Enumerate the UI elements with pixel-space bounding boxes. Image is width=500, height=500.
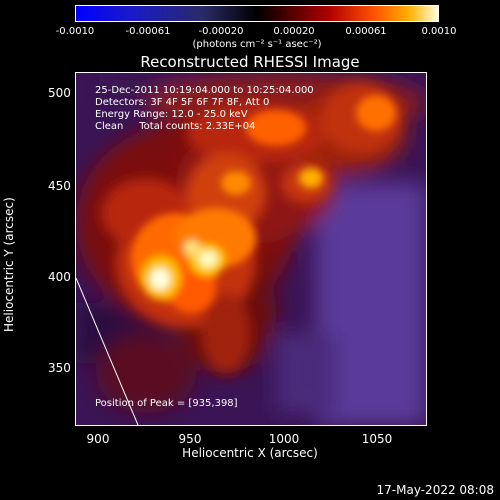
- info-observation-time: 25-Dec-2011 10:19:04.000 to 10:25:04.000: [95, 85, 314, 96]
- info-energy-range: Energy Range: 12.0 - 25.0 keV: [95, 109, 248, 120]
- info-total-counts: Clean Total counts: 2.33E+04: [95, 121, 256, 132]
- x-tick: 950: [178, 432, 202, 446]
- colorbar-tick: 0.00061: [345, 26, 387, 37]
- colorbar-tick: -0.0010: [55, 26, 95, 37]
- image-title: Reconstructed RHESSI Image: [140, 53, 360, 71]
- colorbar-unit: (photons cm⁻² s⁻¹ asec⁻²): [192, 39, 322, 50]
- x-tick: 1000: [268, 432, 300, 446]
- x-tick: 900: [86, 432, 110, 446]
- colorbar-tick: 0.00020: [273, 26, 315, 37]
- x-tick: 1050: [361, 432, 393, 446]
- timestamp-footer: 17-May-2022 08:08: [376, 483, 494, 497]
- y-axis-label: Heliocentric Y (arcsec): [2, 197, 16, 332]
- y-tick: 400: [48, 270, 71, 284]
- x-axis-label: Heliocentric X (arcsec): [182, 446, 318, 460]
- info-detectors: Detectors: 3F 4F 5F 6F 7F 8F, Att 0: [95, 97, 270, 108]
- y-tick: 350: [48, 361, 71, 375]
- colorbar-tick: 0.0010: [421, 26, 457, 37]
- colorbar-tick: -0.00061: [125, 26, 171, 37]
- colorbar: [75, 5, 439, 22]
- peak-position-label: Position of Peak = [935,398]: [95, 398, 238, 409]
- y-tick: 500: [48, 86, 71, 100]
- y-tick: 450: [48, 179, 71, 193]
- colorbar-tick: -0.00020: [198, 26, 244, 37]
- solar-image: [75, 72, 427, 426]
